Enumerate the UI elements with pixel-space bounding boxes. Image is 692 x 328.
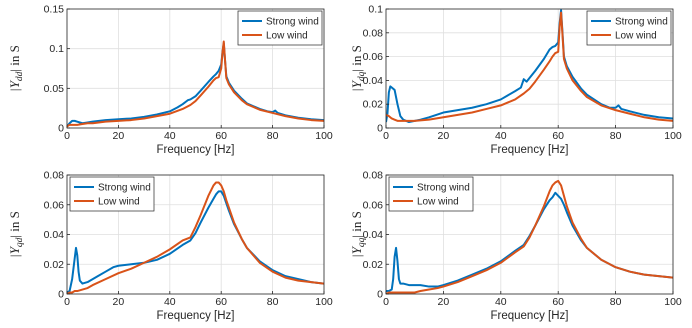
y-axis-label-sub: dd <box>15 71 25 81</box>
x-tick-label: 60 <box>552 296 564 308</box>
y-tick-label: 0.15 <box>44 4 65 16</box>
x-tick-label: 20 <box>113 130 125 142</box>
y-tick-label: 0.05 <box>44 83 65 95</box>
chart-yqq: 0 20 40 60 80 100 0 0.02 0.04 0.06 0.08 Frequency [… <box>349 170 682 323</box>
legend-label: Strong wind <box>615 17 668 28</box>
chart-yqd: 0 20 40 60 80 100 0 0.02 0.04 0.06 0.08 Frequency [… <box>7 170 333 323</box>
y-tick-label: 0.04 <box>44 229 65 241</box>
x-tick-label: 20 <box>438 296 450 308</box>
y-tick-label: 0.08 <box>363 170 384 182</box>
x-tick-label: 60 <box>215 130 227 142</box>
x-tick-label: 40 <box>164 130 176 142</box>
legend-label: Strong wind <box>98 183 151 194</box>
axes-box <box>385 8 674 129</box>
x-tick-label: 100 <box>315 130 333 142</box>
y-axis-label-main: |Y <box>7 245 22 258</box>
y-tick-label: 0.06 <box>363 51 384 63</box>
y-axis-label: |Ydd| in S <box>7 45 25 92</box>
y-tick-label: 0.1 <box>49 43 64 55</box>
x-tick-label: 0 <box>383 130 389 142</box>
x-tick-label: 40 <box>164 296 176 308</box>
legend-label: Low wind <box>615 31 657 42</box>
y-axis-label-sub: qq <box>357 237 367 247</box>
legend-label: Strong wind <box>266 17 319 28</box>
legend-label: Low wind <box>98 197 140 208</box>
legend-box <box>388 176 474 212</box>
x-tick-label: 0 <box>64 296 70 308</box>
axes-box <box>66 8 325 129</box>
y-tick-label: 0.02 <box>363 99 384 111</box>
x-tick-label: 0 <box>64 130 70 142</box>
y-tick-label: 0.08 <box>363 27 384 39</box>
y-tick-label: 0 <box>377 289 383 301</box>
x-tick-label: 80 <box>267 296 279 308</box>
y-axis-label-main: |Y <box>7 79 22 92</box>
y-tick-label: 0 <box>58 123 64 135</box>
y-axis-label-main: |Y <box>349 79 364 92</box>
y-axis-label-tail: | in S <box>7 211 22 237</box>
x-axis-label: Frequency [Hz] <box>491 144 569 156</box>
y-tick-label: 0 <box>377 123 383 135</box>
series-line-low-wind <box>67 40 324 128</box>
chart-ydq: 0 20 40 60 80 100 0 0.02 0.04 0.06 0.08 0.1 Frequenc… <box>349 4 682 157</box>
x-tick-label: 80 <box>610 296 622 308</box>
x-tick-label: 80 <box>267 130 279 142</box>
x-tick-label: 100 <box>664 130 682 142</box>
x-tick-label: 100 <box>664 296 682 308</box>
legend-label: Low wind <box>266 31 308 42</box>
series-line-low-wind <box>386 11 673 122</box>
y-axis-label-tail: | in S <box>349 45 364 71</box>
y-tick-label: 0.1 <box>368 4 383 16</box>
x-axis-label: Frequency [Hz] <box>157 310 235 322</box>
legend-box <box>237 10 323 46</box>
y-tick-label: 0.08 <box>44 170 65 182</box>
x-tick-label: 80 <box>610 130 622 142</box>
y-axis-label-sub: qd <box>15 237 25 247</box>
y-tick-label: 0.06 <box>363 199 384 211</box>
x-tick-label: 60 <box>552 130 564 142</box>
y-tick-label: 0.04 <box>363 75 384 87</box>
legend-label: Low wind <box>417 197 459 208</box>
legend-box <box>586 10 672 46</box>
series-line-low-wind <box>67 181 324 294</box>
y-axis-label: |Ydq| in S <box>349 45 367 92</box>
x-tick-label: 60 <box>215 296 227 308</box>
y-axis-label-sub: dq <box>357 71 367 81</box>
y-axis-label-tail: | in S <box>7 45 22 71</box>
legend-label: Strong wind <box>417 183 470 194</box>
y-tick-label: 0.06 <box>44 199 65 211</box>
y-axis-label-main: |Y <box>349 245 364 258</box>
y-tick-label: 0 <box>58 289 64 301</box>
y-axis-label: |Yqd| in S <box>7 211 25 258</box>
y-axis-label-tail: | in S <box>349 211 364 237</box>
x-tick-label: 40 <box>495 130 507 142</box>
legend-box <box>69 176 155 212</box>
series-line-low-wind <box>386 179 673 294</box>
y-tick-label: 0.02 <box>363 259 384 271</box>
x-tick-label: 20 <box>438 130 450 142</box>
y-tick-label: 0.04 <box>363 229 384 241</box>
x-axis-label: Frequency [Hz] <box>491 310 569 322</box>
x-tick-label: 0 <box>383 296 389 308</box>
x-axis-label: Frequency [Hz] <box>157 144 235 156</box>
x-tick-label: 100 <box>315 296 333 308</box>
x-tick-label: 20 <box>113 296 125 308</box>
y-axis-label: |Yqq| in S <box>349 211 367 258</box>
x-tick-label: 40 <box>495 296 507 308</box>
y-tick-label: 0.02 <box>44 259 65 271</box>
chart-ydd: 0 20 40 60 80 100 0 0.05 0.1 0.15 Frequency [Hz] |Y… <box>7 4 333 157</box>
